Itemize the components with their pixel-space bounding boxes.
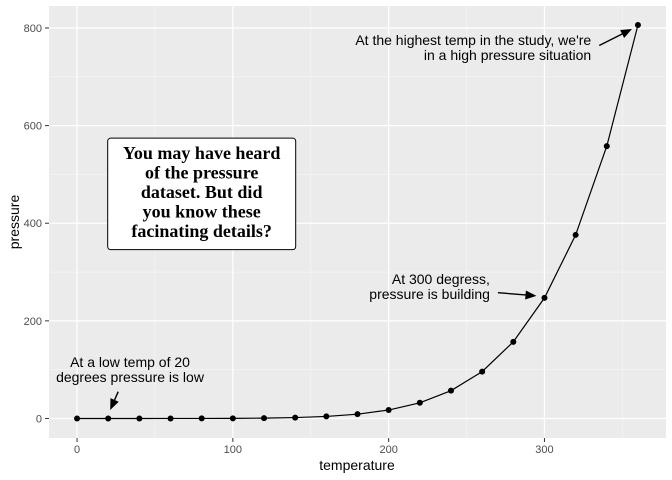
data-point bbox=[634, 22, 641, 29]
label-box-line: facinating details? bbox=[131, 221, 272, 241]
data-point bbox=[385, 407, 392, 414]
annotation-2-arrow-head bbox=[110, 398, 119, 411]
annotation-2-line: degrees pressure is low bbox=[56, 369, 205, 385]
annotation-0-line: At the highest temp in the study, we're bbox=[355, 32, 591, 48]
annotation-2-line: At a low temp of 20 bbox=[70, 354, 190, 370]
annotation-1-arrow-shaft bbox=[497, 291, 526, 296]
y-tick-label: 600 bbox=[24, 121, 42, 133]
x-tick-label: 0 bbox=[74, 444, 80, 456]
x-tick-label: 100 bbox=[224, 444, 242, 456]
annotation-0-arrow-head bbox=[620, 29, 632, 38]
y-tick-label: 0 bbox=[36, 413, 42, 425]
y-tick-label: 800 bbox=[24, 23, 42, 35]
annotation-2-arrow-shaft bbox=[113, 391, 119, 401]
label-box-line: dataset. But did bbox=[141, 182, 263, 202]
annotation-1-line: At 300 degress, bbox=[392, 271, 490, 287]
axis-ticks bbox=[45, 27, 545, 442]
label-box-line: You may have heard bbox=[123, 143, 281, 163]
data-point bbox=[136, 415, 143, 422]
annotations: At the highest temp in the study, we'rei… bbox=[56, 29, 632, 411]
x-tick-label: 300 bbox=[535, 444, 553, 456]
data-point bbox=[603, 143, 610, 150]
axis-tick-labels: 0 100 200 300 0 200 400 600 800 bbox=[24, 23, 554, 456]
data-point bbox=[229, 415, 236, 422]
annotation-0-line: in a high pressure situation bbox=[424, 47, 591, 63]
annotation-1-arrow-head bbox=[525, 290, 537, 300]
data-point bbox=[354, 411, 361, 418]
label-box-line: of the pressure bbox=[145, 163, 258, 183]
x-tick-label: 200 bbox=[379, 444, 397, 456]
data-point bbox=[74, 415, 81, 422]
data-point bbox=[292, 414, 299, 421]
data-point bbox=[261, 415, 268, 422]
data-point bbox=[510, 338, 517, 345]
data-point bbox=[541, 294, 548, 301]
data-point bbox=[447, 387, 454, 394]
y-tick-label: 200 bbox=[24, 316, 42, 328]
data-points bbox=[74, 22, 641, 422]
label-box-frame bbox=[107, 137, 297, 251]
annotation-1-line: pressure is building bbox=[369, 286, 490, 302]
minor-grid bbox=[49, 6, 666, 438]
data-point bbox=[416, 399, 423, 406]
data-point bbox=[572, 231, 579, 238]
data-point bbox=[323, 413, 330, 420]
label-box-line: you know these bbox=[143, 202, 261, 222]
data-point bbox=[105, 415, 112, 422]
data-point bbox=[198, 415, 205, 422]
annotation-0-arrow-shaft bbox=[598, 33, 623, 47]
y-axis-title: pressure bbox=[6, 195, 22, 250]
x-axis-title: temperature bbox=[319, 457, 395, 473]
data-point bbox=[479, 368, 486, 375]
data-point bbox=[167, 415, 174, 422]
y-tick-label: 400 bbox=[24, 218, 42, 230]
